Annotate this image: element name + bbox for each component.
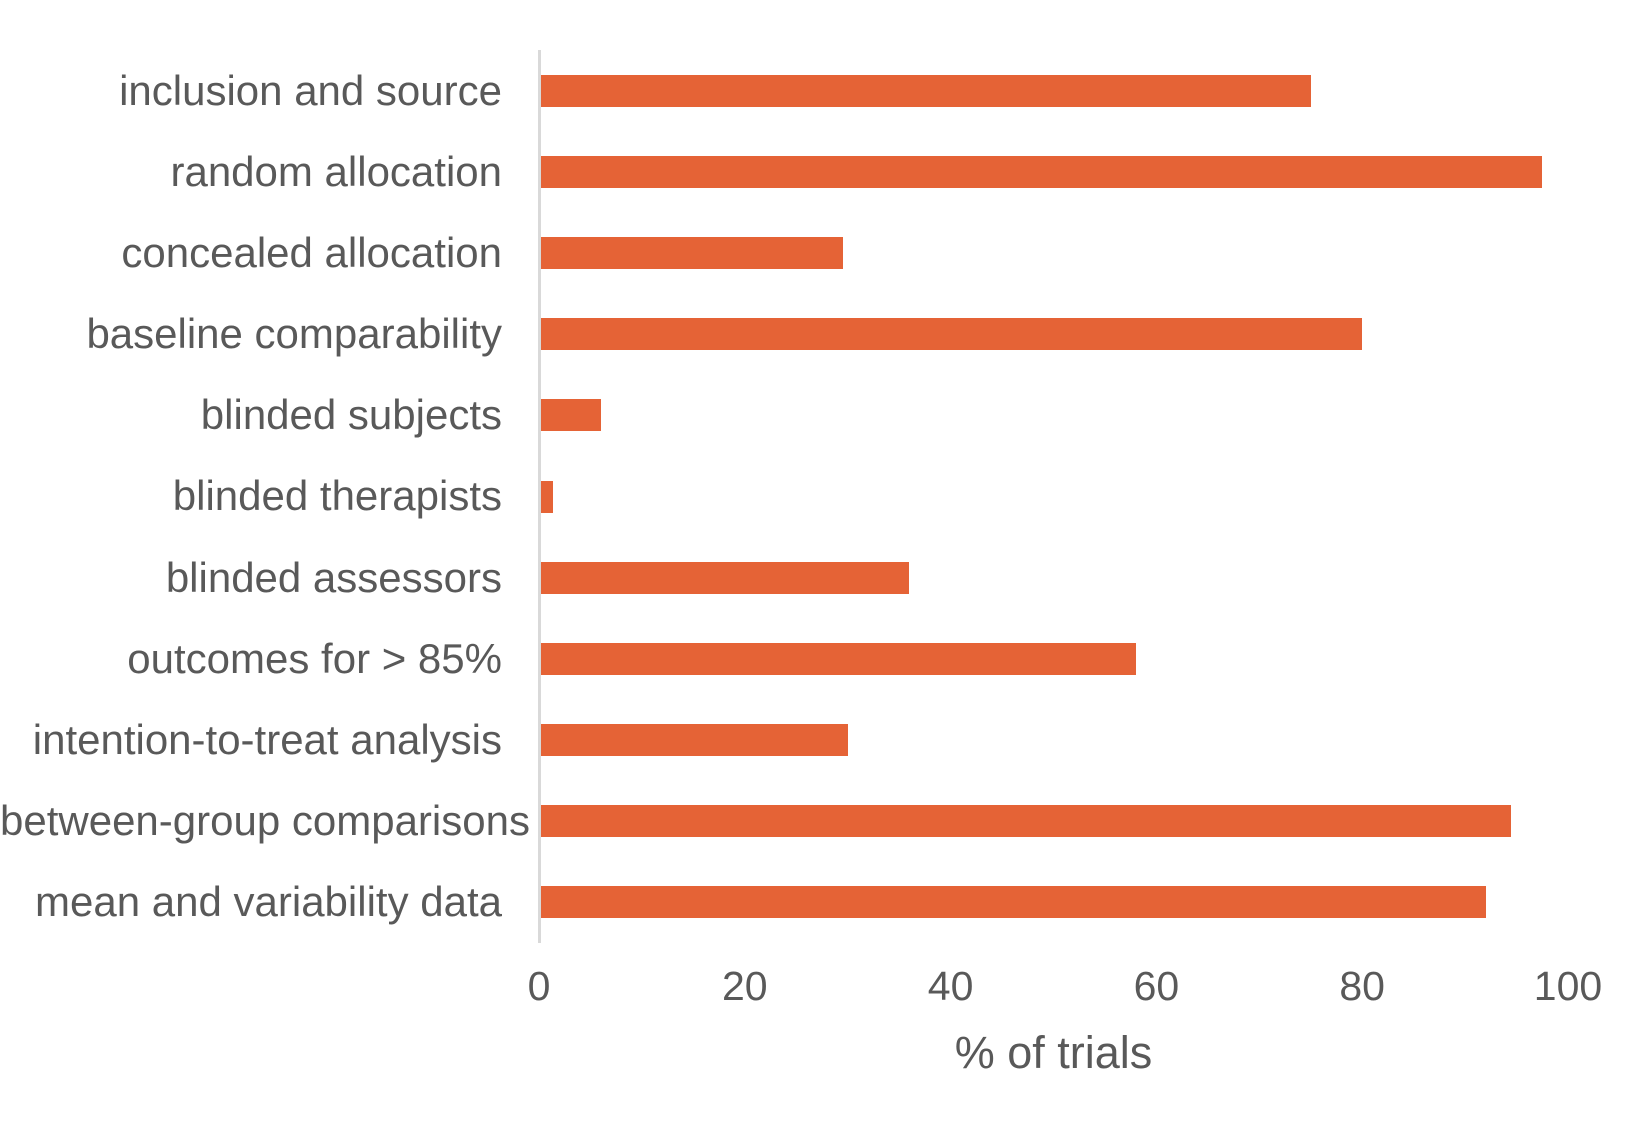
plot-area: inclusion and source random allocation con… [0,50,1650,943]
chart-row: intention-to-treat analysis [0,700,1650,781]
bar [539,886,1486,919]
chart-row: blinded assessors [0,537,1650,618]
bar-track [539,212,1568,293]
x-tick-label: 40 [927,963,974,1009]
category-label: concealed allocation [121,228,502,276]
chart-row: blinded therapists [0,456,1650,537]
x-axis: 0 20 40 60 80 100 [528,963,1603,1016]
bar [539,399,601,432]
chart-row: random allocation [0,131,1650,212]
bar [539,318,1363,351]
chart-row: mean and variability data [0,862,1650,943]
category-label: blinded subjects [200,391,502,439]
category-label: outcomes for > 85% [127,634,502,682]
category-label: blinded assessors [165,553,502,601]
bar [539,155,1543,188]
x-tick-label: 80 [1339,963,1385,1009]
category-label: inclusion and source [119,66,502,114]
category-label: mean and variability data [35,878,502,926]
bar-track [539,618,1568,699]
category-label: random allocation [170,147,502,195]
chart-row: between-group comparisons [0,781,1650,862]
x-tick-label: 60 [1133,963,1180,1009]
bar [539,236,843,269]
bar-track [539,537,1568,618]
chart-row: outcomes for > 85% [0,618,1650,699]
category-label: baseline comparability [86,310,502,358]
chart-row: concealed allocation [0,212,1650,293]
chart-row: blinded subjects [0,375,1650,456]
bar-track [539,781,1568,862]
x-tick-label: 100 [1533,963,1603,1009]
bar [539,724,848,757]
bar [539,480,554,513]
bar [539,805,1512,838]
bar [539,74,1311,107]
bar-track [539,862,1568,943]
bar-track [539,131,1568,212]
bar [539,561,910,594]
chart-row: inclusion and source [0,50,1650,131]
category-label: intention-to-treat analysis [32,716,502,764]
bar-track [539,50,1568,131]
category-label: between-group comparisons [0,797,530,845]
x-axis-title: % of trials [954,1027,1153,1078]
bar-track [539,700,1568,781]
bar-track [539,456,1568,537]
bar-track [539,294,1568,375]
bar-track [539,375,1568,456]
x-tick-label: 20 [721,963,768,1009]
chart-row: baseline comparability [0,294,1650,375]
x-tick-label: 0 [527,963,551,1009]
category-label: blinded therapists [172,472,502,520]
y-axis-line [538,50,541,943]
bar [539,642,1136,675]
